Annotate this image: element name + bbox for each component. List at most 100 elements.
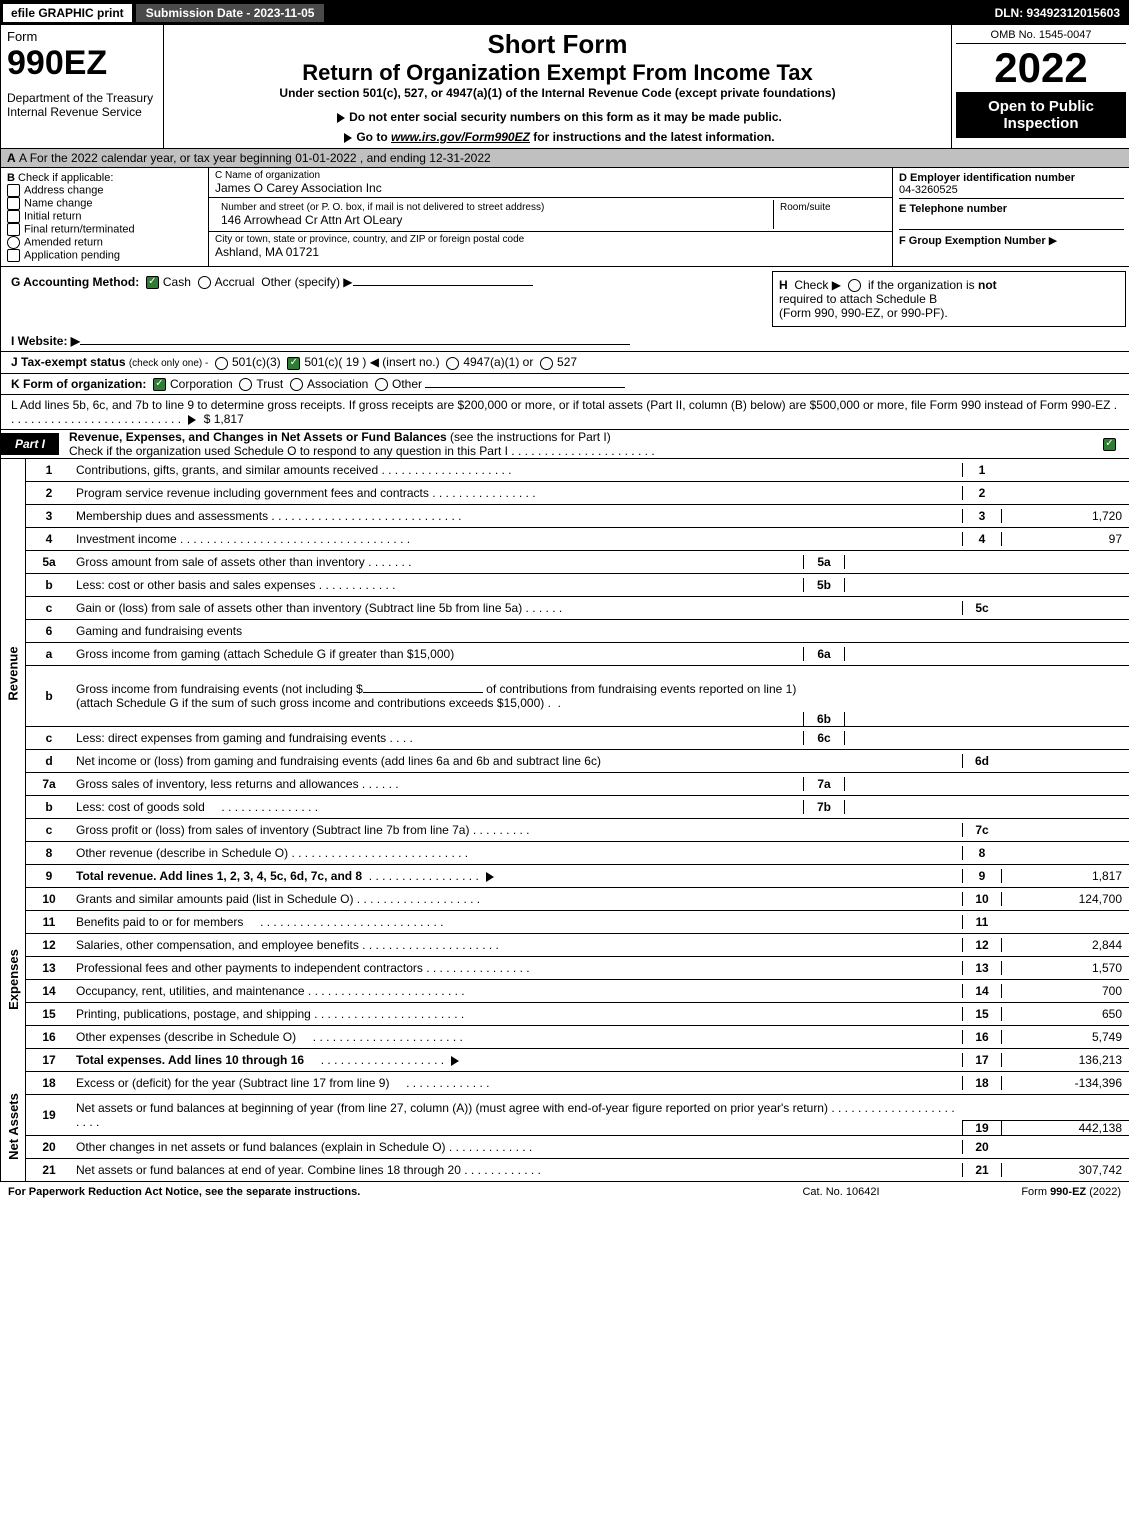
arrow-icon — [486, 872, 494, 882]
checkbox-501c[interactable]: ✓ — [287, 357, 300, 370]
line-6d: dNet income or (loss) from gaming and fu… — [26, 750, 1129, 773]
line-10: 10Grants and similar amounts paid (list … — [26, 888, 1129, 911]
radio-trust[interactable] — [239, 378, 252, 391]
line-2: 2Program service revenue including gover… — [26, 482, 1129, 505]
radio-accrual[interactable] — [198, 276, 211, 289]
label-501c3: 501(c)(3) — [232, 355, 281, 369]
line-12: 12Salaries, other compensation, and empl… — [26, 934, 1129, 957]
notice-goto-pre: Go to — [356, 130, 391, 144]
section-k-label: K Form of organization: — [11, 377, 146, 391]
city: Ashland, MA 01721 — [215, 245, 886, 259]
part-i-check-text: Check if the organization used Schedule … — [69, 444, 508, 458]
line-3-val: 1,720 — [1001, 509, 1129, 523]
checkbox-application-pending[interactable] — [7, 249, 20, 262]
header: Form 990EZ Department of the Treasury In… — [1, 25, 1129, 149]
line-5b-desc: Less: cost or other basis and sales expe… — [76, 578, 315, 592]
radio-association[interactable] — [290, 378, 303, 391]
line-16-desc: Other expenses (describe in Schedule O) — [76, 1030, 296, 1044]
section-i-website: I Website: ▶ — [1, 331, 1129, 352]
header-center: Short Form Return of Organization Exempt… — [164, 25, 951, 148]
line-18: 18Excess or (deficit) for the year (Subt… — [26, 1072, 1129, 1095]
radio-schedule-b-not-required[interactable] — [848, 279, 861, 292]
side-net-assets-text: Net Assets — [6, 1093, 21, 1160]
checkbox-corporation[interactable]: ✓ — [153, 378, 166, 391]
line-5c: cGain or (loss) from sale of assets othe… — [26, 597, 1129, 620]
other-specify-input[interactable] — [353, 285, 533, 286]
line-6: 6Gaming and fundraising events — [26, 620, 1129, 643]
label-cash: Cash — [163, 275, 191, 289]
arrow-icon — [337, 113, 345, 123]
checkbox-initial-return[interactable] — [7, 210, 20, 223]
website-input[interactable] — [80, 344, 630, 345]
irs-link[interactable]: www.irs.gov/Form990EZ — [391, 130, 530, 144]
section-h-label: H — [779, 278, 788, 292]
label-corporation: Corporation — [170, 377, 233, 391]
label-527: 527 — [557, 355, 577, 369]
city-label: City or town, state or province, country… — [215, 234, 886, 245]
footer-form-num: 990-EZ — [1050, 1186, 1086, 1198]
form-container: efile GRAPHIC print Submission Date - 20… — [0, 0, 1129, 1182]
checkbox-final-return[interactable] — [7, 223, 20, 236]
line-19-desc: Net assets or fund balances at beginning… — [76, 1101, 828, 1115]
line-21-val: 307,742 — [1001, 1163, 1129, 1177]
submission-date: Submission Date - 2023-11-05 — [134, 2, 327, 24]
line-7b: bLess: cost of goods sold . . . . . . . … — [26, 796, 1129, 819]
tax-year: 2022 — [956, 44, 1126, 92]
line-9-val: 1,817 — [1001, 869, 1129, 883]
efile-print-button[interactable]: efile GRAPHIC print — [1, 2, 134, 24]
line-17: 17Total expenses. Add lines 10 through 1… — [26, 1049, 1129, 1072]
line-18-desc: Excess or (deficit) for the year (Subtra… — [76, 1076, 389, 1090]
addr: 146 Arrowhead Cr Attn Art OLeary — [221, 213, 767, 227]
line-3: 3Membership dues and assessments . . . .… — [26, 505, 1129, 528]
line-3-desc: Membership dues and assessments — [76, 509, 268, 523]
telephone-label: E Telephone number — [899, 203, 1007, 215]
notice-ssn: Do not enter social security numbers on … — [349, 110, 782, 124]
other-org-input[interactable] — [425, 387, 625, 388]
line-5a-desc: Gross amount from sale of assets other t… — [76, 555, 365, 569]
radio-527[interactable] — [540, 357, 553, 370]
label-accrual: Accrual — [215, 275, 255, 289]
line-4-desc: Investment income — [76, 532, 177, 546]
line-6b-input[interactable] — [363, 692, 483, 693]
info-row: B Check if applicable: Address change Na… — [1, 168, 1129, 267]
line-15-desc: Printing, publications, postage, and shi… — [76, 1007, 311, 1021]
line-1-desc: Contributions, gifts, grants, and simila… — [76, 463, 378, 477]
label-other-org: Other — [392, 377, 422, 391]
radio-amended-return[interactable] — [7, 236, 20, 249]
revenue-section: Revenue 1Contributions, gifts, grants, a… — [1, 459, 1129, 888]
label-501c: 501(c)( 19 ) ◀ (insert no.) — [304, 355, 439, 369]
line-6b: bGross income from fundraising events (n… — [26, 666, 1129, 727]
main-title: Return of Organization Exempt From Incom… — [168, 60, 947, 86]
line-7c-desc: Gross profit or (loss) from sales of inv… — [76, 823, 469, 837]
line-8: 8Other revenue (describe in Schedule O) … — [26, 842, 1129, 865]
radio-501c3[interactable] — [215, 357, 228, 370]
radio-4947a1[interactable] — [446, 357, 459, 370]
part-i-header: Part I Revenue, Expenses, and Changes in… — [1, 430, 1129, 459]
line-7b-desc: Less: cost of goods sold — [76, 800, 205, 814]
line-6-desc: Gaming and fundraising events — [76, 624, 242, 638]
checkbox-address-change[interactable] — [7, 184, 20, 197]
radio-other-org[interactable] — [375, 378, 388, 391]
footer-form-pre: Form — [1021, 1186, 1050, 1198]
line-12-desc: Salaries, other compensation, and employ… — [76, 938, 359, 952]
label-application-pending: Application pending — [24, 249, 120, 261]
line-11: 11Benefits paid to or for members . . . … — [26, 911, 1129, 934]
form-number: 990EZ — [7, 44, 157, 83]
line-15-val: 650 — [1001, 1007, 1129, 1021]
part-i-sub: (see the instructions for Part I) — [450, 430, 611, 444]
label-4947a1: 4947(a)(1) or — [463, 355, 533, 369]
topbar: efile GRAPHIC print Submission Date - 20… — [1, 1, 1129, 25]
arrow-icon — [344, 133, 352, 143]
line-16: 16Other expenses (describe in Schedule O… — [26, 1026, 1129, 1049]
side-expenses: Expenses — [1, 888, 26, 1072]
checkbox-cash[interactable]: ✓ — [146, 276, 159, 289]
section-l: L Add lines 5b, 6c, and 7b to line 9 to … — [1, 395, 1129, 430]
checkbox-name-change[interactable] — [7, 197, 20, 210]
header-right: OMB No. 1545-0047 2022 Open to Public In… — [951, 25, 1129, 148]
side-expenses-text: Expenses — [6, 950, 21, 1011]
side-net-assets: Net Assets — [1, 1072, 26, 1181]
checkbox-schedule-o-part-i[interactable]: ✓ — [1103, 438, 1116, 451]
website-label: I Website: ▶ — [11, 334, 80, 348]
section-a-tax-year: A A For the 2022 calendar year, or tax y… — [1, 149, 1129, 168]
footer: For Paperwork Reduction Act Notice, see … — [0, 1182, 1129, 1202]
